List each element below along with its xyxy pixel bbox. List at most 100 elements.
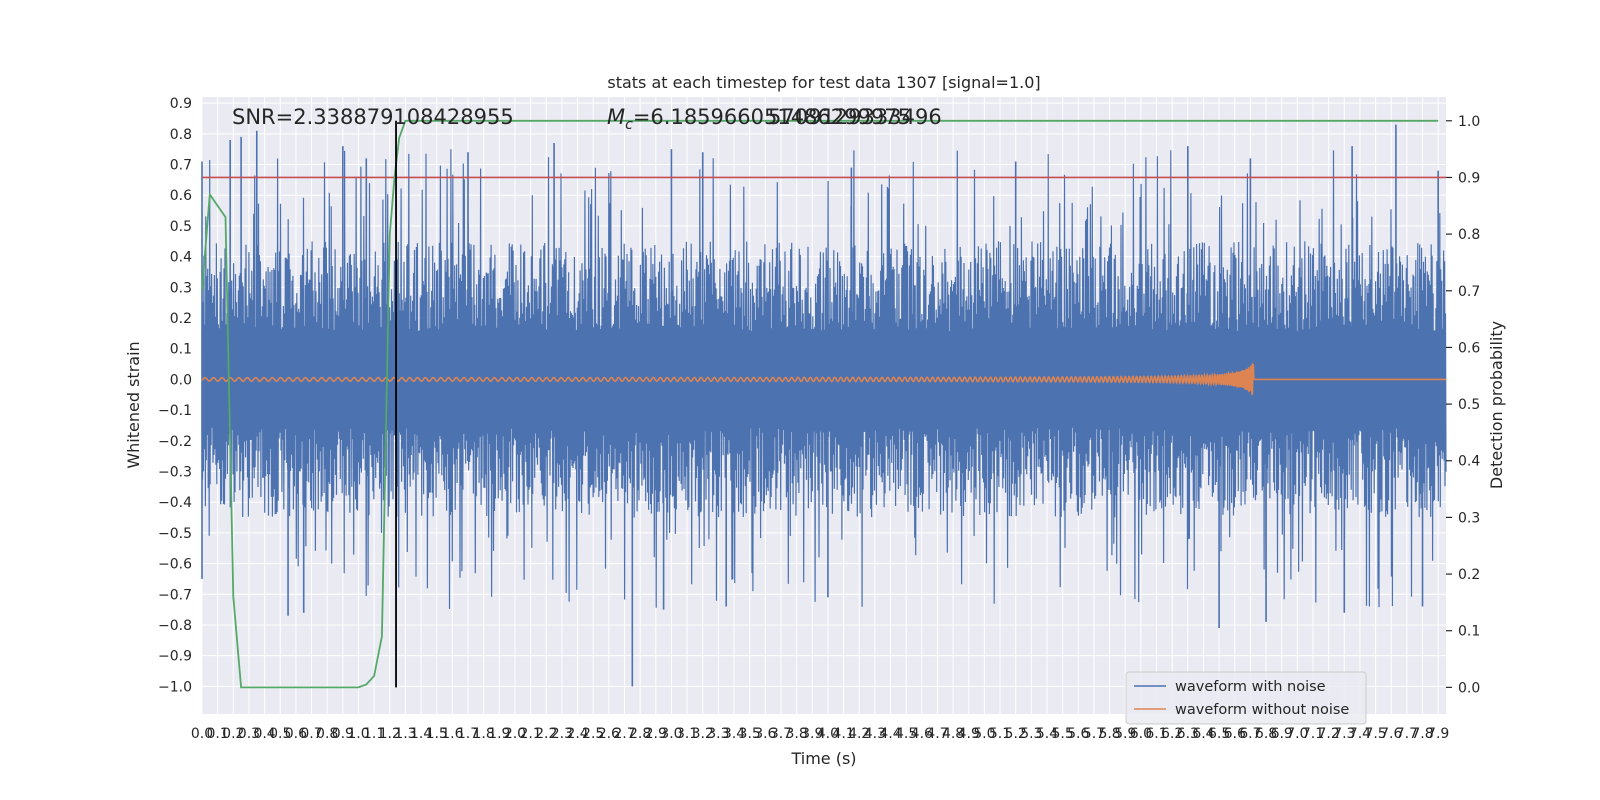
x-tick-label: 7.6 [1380,726,1402,742]
y2-axis-label: Detection probability [1487,321,1506,489]
y-tick-label: 0.2 [170,311,192,327]
y-tick-label: −0.9 [158,649,192,665]
x-axis-label: Time (s) [790,749,856,768]
y2-tick-label: 0.0 [1458,680,1480,696]
y2-tick-label: 0.7 [1458,284,1480,300]
x-tick-label: 5.1 [989,726,1011,742]
x-tick-label: 2.6 [598,726,620,742]
x-tick-label: 5.3 [1020,726,1042,742]
x-tick-label: 6.0 [1130,726,1152,742]
x-tick-label: 0.8 [316,726,338,742]
x-tick-label: 6.2 [1161,726,1183,742]
y-tick-label: −0.6 [158,557,192,573]
x-tick-label: 7.1 [1302,726,1324,742]
x-tick-label: 3.3 [707,726,729,742]
y-tick-label: 0.4 [170,250,192,266]
x-tick-label: 2.4 [566,726,588,742]
x-tick-label: 1.8 [473,726,495,742]
y-tick-label: 0.1 [170,342,192,358]
x-tick-label: 7.3 [1333,726,1355,742]
y-tick-label: 0.5 [170,219,192,235]
y-tick-label: −0.1 [158,403,192,419]
y2-tick-label: 0.1 [1458,624,1480,640]
x-tick-label: 4.2 [848,726,870,742]
y-tick-label: 0.9 [170,96,192,112]
x-tick-label: 4.0 [817,726,839,742]
x-tick-label: 1.6 [441,726,463,742]
y2-tick-label: 0.9 [1458,170,1480,186]
x-tick-label: 7.9 [1427,726,1449,742]
y-axis-label: Whitened strain [124,341,143,468]
detection-probability-series [201,119,1446,689]
y2-axis-ticks: 1.0 0.9 0.8 0.7 0.6 0.5 0.4 0.3 0.2 0.1 0.0 [1446,114,1480,696]
x-tick-label: 3.4 [723,726,745,742]
y-tick-label: −0.5 [158,526,192,542]
x-tick-label: 3.0 [660,726,682,742]
x-tick-label: 1.9 [488,726,510,742]
x-tick-label: 0.4 [253,726,275,742]
x-tick-label: 2.5 [582,726,604,742]
x-tick-label: 1.2 [379,726,401,742]
x-tick-label: 2.3 [551,726,573,742]
x-tick-label: 0.3 [238,726,260,742]
detection-probability-line [201,119,1439,689]
waveform-with-noise-series [201,124,1447,687]
chart-title: stats at each timestep for test data 130… [607,73,1040,92]
x-axis-ticks: 0.00.10.20.30.40.50.60.70.80.91.01.11.21… [191,726,1449,742]
y-tick-label: −0.4 [158,495,192,511]
x-tick-label: 0.2 [222,726,244,742]
x-tick-label: 6.1 [1145,726,1167,742]
x-tick-label: 1.1 [363,726,385,742]
x-tick-label: 6.5 [1208,726,1230,742]
y-tick-label: −0.7 [158,587,192,603]
x-tick-label: 2.0 [504,726,526,742]
legend-label-clean: waveform without noise [1175,702,1349,718]
y2-tick-label: 0.4 [1458,454,1480,470]
x-tick-label: 1.3 [394,726,416,742]
x-tick-label: 6.3 [1177,726,1199,742]
y-tick-label: −1.0 [158,679,192,695]
x-tick-label: 1.0 [347,726,369,742]
y-tick-label: −0.2 [158,434,192,450]
waveform-without-noise-series [201,363,1446,396]
noise-waveform-line [201,149,1447,609]
x-tick-label: 4.5 [895,726,917,742]
x-tick-label: 6.9 [1271,726,1293,742]
clean-waveform-line [201,363,1446,396]
x-tick-label: 4.8 [942,726,964,742]
x-tick-label: 2.7 [613,726,635,742]
x-tick-label: 0.5 [269,726,291,742]
y2-tick-label: 1.0 [1458,114,1480,130]
x-tick-label: 6.7 [1239,726,1261,742]
legend: waveform with noise waveform without noi… [1125,671,1367,725]
x-tick-label: 4.9 [958,726,980,742]
x-tick-label: 5.7 [1083,726,1105,742]
snr-annotation: SNR=2.338879108428955 [232,105,514,129]
x-tick-label: 2.9 [645,726,667,742]
x-tick-label: 4.3 [864,726,886,742]
x-tick-label: 5.6 [1067,726,1089,742]
y2-tick-label: 0.5 [1458,397,1480,413]
x-tick-label: 2.1 [519,726,541,742]
x-tick-label: 7.7 [1396,726,1418,742]
x-tick-label: 3.2 [692,726,714,742]
x-tick-label: 1.5 [426,726,448,742]
y-tick-label: 0.3 [170,280,192,296]
y2-tick-label: 0.8 [1458,227,1480,243]
x-tick-label: 3.7 [770,726,792,742]
x-tick-label: 4.1 [832,726,854,742]
y-tick-label: 0.6 [170,188,192,204]
x-tick-label: 0.9 [332,726,354,742]
x-tick-label: 5.4 [1036,726,1058,742]
x-tick-label: 0.6 [285,726,307,742]
y-axis-ticks: 0.9 0.8 0.7 0.6 0.5 0.4 0.3 0.2 0.1 0.0 −0.1 −0.2 −0… [158,96,192,695]
y2-tick-label: 0.2 [1458,567,1480,583]
x-tick-label: 6.8 [1255,726,1277,742]
x-tick-label: 3.1 [676,726,698,742]
chirp-mass-overlap-text: 5709129333496 [768,105,942,129]
x-tick-label: 0.1 [207,726,229,742]
x-tick-label: 1.4 [410,726,432,742]
x-tick-label: 6.6 [1224,726,1246,742]
x-tick-label: 2.2 [535,726,557,742]
